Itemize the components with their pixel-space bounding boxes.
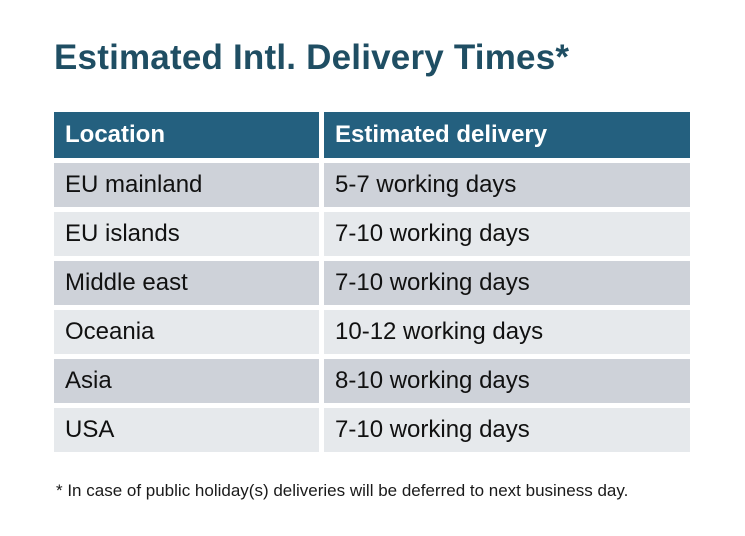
- location-cell: USA: [54, 408, 319, 452]
- delivery-cell: 7-10 working days: [324, 261, 690, 305]
- delivery-cell: 5-7 working days: [324, 163, 690, 207]
- delivery-cell: 7-10 working days: [324, 212, 690, 256]
- table-header-row: Location Estimated delivery: [54, 112, 690, 158]
- column-header-estimated-delivery: Estimated delivery: [324, 112, 690, 158]
- delivery-cell: 10-12 working days: [324, 310, 690, 354]
- table-row: Asia 8-10 working days: [54, 359, 690, 403]
- table-row: EU islands 7-10 working days: [54, 212, 690, 256]
- table-row: Middle east 7-10 working days: [54, 261, 690, 305]
- page-title: Estimated Intl. Delivery Times*: [54, 38, 570, 77]
- delivery-cell: 8-10 working days: [324, 359, 690, 403]
- table-row: USA 7-10 working days: [54, 408, 690, 452]
- footnote: * In case of public holiday(s) deliverie…: [56, 481, 629, 500]
- location-cell: Asia: [54, 359, 319, 403]
- location-cell: Oceania: [54, 310, 319, 354]
- column-header-location: Location: [54, 112, 319, 158]
- table-row: EU mainland 5-7 working days: [54, 163, 690, 207]
- table-body: EU mainland 5-7 working days EU islands …: [54, 163, 690, 452]
- delivery-cell: 7-10 working days: [324, 408, 690, 452]
- location-cell: Middle east: [54, 261, 319, 305]
- table-row: Oceania 10-12 working days: [54, 310, 690, 354]
- delivery-times-table: Location Estimated delivery EU mainland …: [54, 112, 690, 452]
- location-cell: EU mainland: [54, 163, 319, 207]
- location-cell: EU islands: [54, 212, 319, 256]
